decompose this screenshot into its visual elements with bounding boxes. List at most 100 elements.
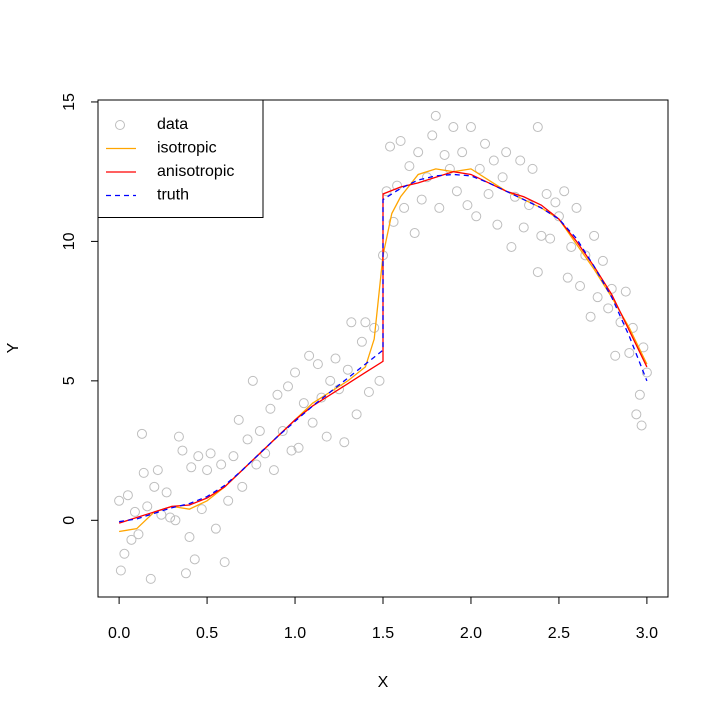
data-point (545, 233, 556, 244)
data-point (597, 255, 608, 266)
data-point (210, 523, 221, 534)
legend-label: anisotropic (157, 163, 234, 180)
legend-label: truth (157, 187, 189, 204)
legend-box (97, 99, 264, 218)
data-point (363, 387, 374, 398)
data-point (571, 202, 582, 213)
data-point (536, 230, 547, 241)
data-point (223, 495, 234, 506)
data-point (173, 431, 184, 442)
data-point (575, 281, 586, 292)
data-point (216, 459, 227, 470)
data-point (133, 529, 144, 540)
data-point (272, 389, 283, 400)
data-point (242, 434, 253, 445)
data-point (233, 414, 244, 425)
data-point (325, 375, 336, 386)
data-point (395, 135, 406, 146)
data-point (184, 532, 195, 543)
data-point (462, 200, 473, 211)
data-point (260, 448, 271, 459)
legend-symbol (115, 120, 125, 130)
data-point (321, 431, 332, 442)
data-point (603, 303, 614, 314)
data-point (346, 317, 357, 328)
data-point (219, 557, 230, 568)
data-point (360, 317, 371, 328)
data-point (283, 381, 293, 392)
data-point (541, 188, 552, 199)
data-point (277, 426, 288, 437)
data-point (409, 228, 420, 239)
data-point (515, 155, 526, 166)
data-point (196, 504, 207, 515)
data-point (399, 202, 410, 213)
data-point (138, 467, 149, 478)
data-point (509, 191, 520, 202)
data-point (129, 506, 140, 517)
data-point (592, 292, 603, 303)
x-tick-label: 0.5 (196, 625, 218, 642)
data-point (524, 200, 535, 211)
data-point (114, 495, 125, 506)
data-point (497, 172, 508, 183)
data-point (136, 428, 147, 439)
data-point (122, 490, 133, 501)
data-point (532, 267, 543, 278)
data-point (465, 122, 476, 133)
data-point (471, 211, 482, 222)
data-point (518, 222, 529, 233)
data-point (559, 186, 570, 197)
data-point (149, 481, 160, 492)
data-point (170, 515, 181, 526)
data-point (251, 459, 262, 470)
data-point (177, 445, 188, 456)
data-point (562, 272, 573, 283)
data-point (189, 554, 200, 565)
data-point (483, 188, 494, 199)
x-tick-label: 3.0 (636, 625, 658, 642)
data-point (434, 202, 445, 213)
data-point (404, 161, 415, 172)
data-point (451, 186, 462, 197)
data-point (427, 130, 438, 141)
data-point (488, 155, 499, 166)
data-point (237, 481, 248, 492)
data-point (119, 548, 130, 559)
x-axis-title: X (378, 674, 389, 691)
data-point (457, 147, 468, 158)
series-line (118, 171, 648, 524)
x-tick-label: 0.0 (108, 625, 130, 642)
x-tick-label: 2.0 (460, 625, 482, 642)
data-point (388, 216, 399, 227)
data-point (254, 426, 265, 437)
data-point (180, 568, 191, 579)
data-point (268, 465, 279, 476)
data-point (290, 367, 301, 378)
y-tick-label: 0 (61, 516, 78, 525)
series-line (119, 173, 648, 523)
data-point (439, 149, 450, 160)
data-point (339, 437, 350, 448)
data-point (205, 448, 216, 459)
data-point (115, 565, 126, 576)
data-point (351, 409, 362, 420)
data-point (480, 138, 491, 149)
data-point (532, 122, 543, 133)
data-point (293, 442, 304, 453)
data-point (566, 241, 577, 252)
data-point (550, 197, 561, 208)
data-point (527, 163, 538, 174)
data-point (634, 389, 645, 400)
data-point (186, 462, 197, 473)
data-point (145, 573, 156, 584)
legend-label: data (157, 116, 188, 133)
data-point (636, 420, 647, 431)
data-point (265, 403, 276, 414)
data-point (385, 141, 396, 152)
data-point (506, 241, 517, 252)
data-point (342, 364, 353, 375)
x-tick-label: 2.5 (548, 625, 570, 642)
